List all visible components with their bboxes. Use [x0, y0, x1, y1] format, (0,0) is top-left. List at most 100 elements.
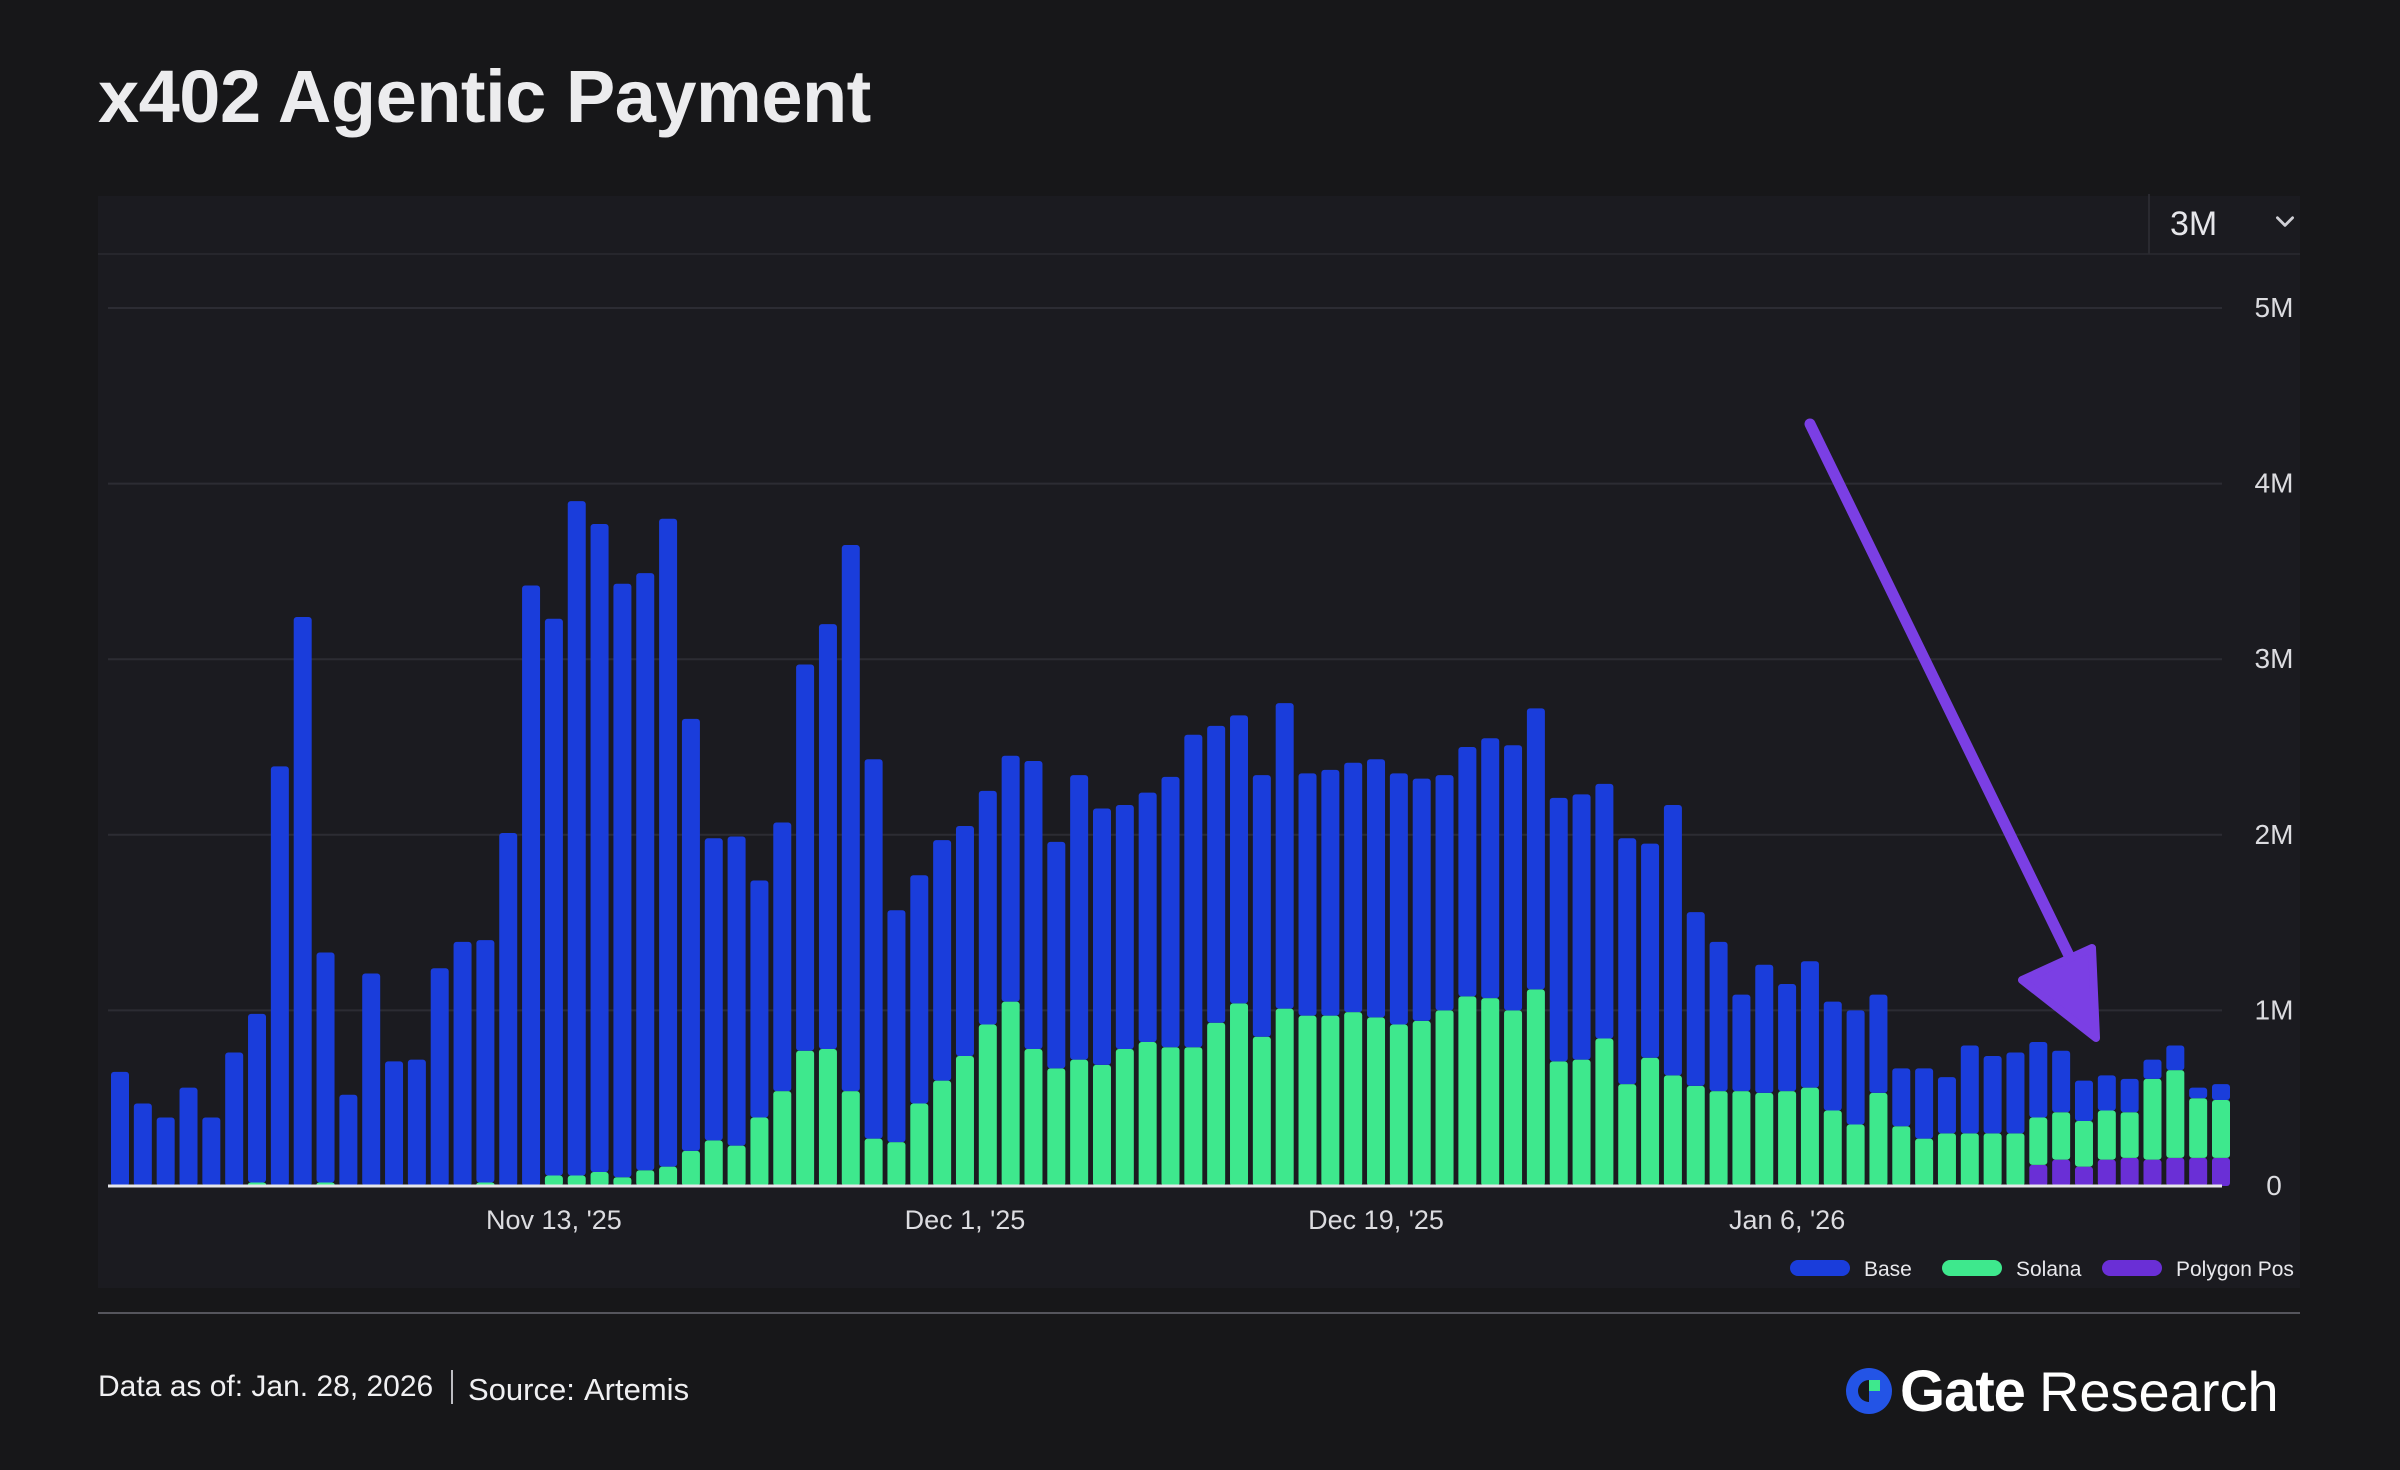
bar-polygon-pos [2166, 1157, 2185, 1186]
bar-solana [1572, 1059, 1591, 1186]
bar-solana [773, 1091, 792, 1186]
legend-item-polygon-pos: Polygon Pos [2102, 1258, 2294, 1281]
bar-base [476, 940, 495, 1183]
x-tick-label: Jan 6, '26 [1729, 1205, 1845, 1235]
bar-base [864, 759, 883, 1139]
x-tick-label: Dec 19, '25 [1308, 1205, 1444, 1235]
bar-base [1549, 797, 1568, 1062]
bar-solana [910, 1103, 929, 1186]
bar-base [1389, 773, 1408, 1025]
bar-base [818, 624, 837, 1050]
bar-base [316, 952, 335, 1183]
bar-base [636, 573, 655, 1171]
chart-panel: 0 1M 2M 3M 4M 5M Nov 13, '25 Dec 1, '25 Dec 19, … [98, 196, 2300, 1288]
arrow-shaft [1804, 418, 2082, 976]
bar-base [362, 973, 381, 1186]
bar-solana [1618, 1084, 1637, 1186]
bar-base [1458, 747, 1477, 997]
y-tick-label: 3M [2255, 643, 2294, 674]
bar-solana [681, 1150, 700, 1186]
bar-base [1595, 783, 1614, 1039]
legend-item-base: Base [1790, 1258, 1912, 1281]
legend-swatch [1942, 1260, 2002, 1276]
bar-solana [1504, 1010, 1523, 1186]
bar-solana [1481, 998, 1500, 1186]
bar-solana [1230, 1003, 1249, 1186]
gate-logo-icon [1846, 1368, 1892, 1414]
footer-divider [98, 1312, 2300, 1314]
bar-base [2212, 1084, 2230, 1100]
bar-base [1800, 961, 1819, 1088]
bar-solana [659, 1166, 678, 1186]
bar-base [933, 840, 952, 1081]
bar-solana [955, 1056, 974, 1186]
bar-base [430, 968, 449, 1186]
bar-base [1161, 776, 1180, 1048]
bar-solana [1024, 1049, 1043, 1186]
bar-polygon-pos [2029, 1164, 2048, 1186]
time-range-dropdown[interactable]: 3M [2148, 194, 2298, 254]
bar-base [1092, 808, 1111, 1065]
bar-solana [1070, 1059, 1089, 1186]
bar-solana [1184, 1047, 1203, 1186]
bar-base [385, 1061, 404, 1186]
bar-solana [1458, 996, 1477, 1186]
bar-base [1070, 775, 1089, 1060]
bar-base [567, 501, 586, 1176]
bar-solana [1732, 1091, 1751, 1186]
bar-solana [1983, 1133, 2002, 1186]
bar-solana [1960, 1133, 1979, 1186]
bar-solana [1846, 1124, 1865, 1186]
bar-polygon-pos [2052, 1159, 2071, 1186]
bar-base [2029, 1042, 2048, 1118]
y-tick-label: 2M [2255, 819, 2294, 850]
bar-base [339, 1094, 358, 1186]
bar-base [1344, 762, 1363, 1013]
bar-base [111, 1071, 129, 1186]
bar-base [659, 518, 678, 1167]
bar-base [1618, 838, 1637, 1085]
bar-base [156, 1117, 175, 1186]
bar-base [1047, 841, 1066, 1069]
bar-base [202, 1117, 221, 1186]
bar-base [887, 910, 906, 1143]
bar-base [1732, 994, 1751, 1092]
bar-base [1960, 1045, 1979, 1134]
bar-base [1412, 778, 1431, 1021]
bar-base [773, 822, 792, 1092]
bar-base [681, 718, 700, 1151]
bar-polygon-pos [2143, 1159, 2162, 1186]
bar-solana [978, 1024, 997, 1186]
bar-solana [1001, 1001, 1020, 1186]
bar-base [955, 826, 974, 1057]
x-tick-label: Dec 1, '25 [905, 1205, 1026, 1235]
bar-base [1184, 734, 1203, 1048]
bar-base [750, 880, 769, 1118]
source-label: Source: [468, 1372, 575, 1407]
bar-solana [544, 1175, 563, 1186]
legend-label: Base [1864, 1258, 1912, 1281]
bar-solana [1389, 1024, 1408, 1186]
legend-item-solana: Solana [1942, 1258, 2082, 1281]
bar-solana [1823, 1110, 1842, 1186]
bar-solana [1937, 1133, 1956, 1186]
bar-solana [1800, 1087, 1819, 1186]
source-value: Artemis [584, 1372, 690, 1407]
chevron-down-icon [2276, 216, 2294, 227]
bar-base [2120, 1078, 2139, 1113]
legend: Base Solana Polygon Pos [1790, 1258, 2294, 1281]
bar-base [1755, 964, 1774, 1093]
bar-base [1367, 759, 1386, 1018]
bar-base [407, 1059, 426, 1186]
legend-label: Polygon Pos [2176, 1258, 2294, 1281]
bar-base [2166, 1045, 2185, 1071]
bar-base [1846, 1010, 1865, 1125]
legend-swatch [2102, 1260, 2162, 1276]
bar-base [179, 1087, 198, 1186]
bar-base [1983, 1056, 2002, 1134]
y-tick-label: 4M [2255, 468, 2294, 499]
bar-solana [1207, 1022, 1226, 1186]
bar-base [727, 836, 746, 1146]
bar-solana [727, 1145, 746, 1186]
bar-base [2097, 1075, 2116, 1111]
